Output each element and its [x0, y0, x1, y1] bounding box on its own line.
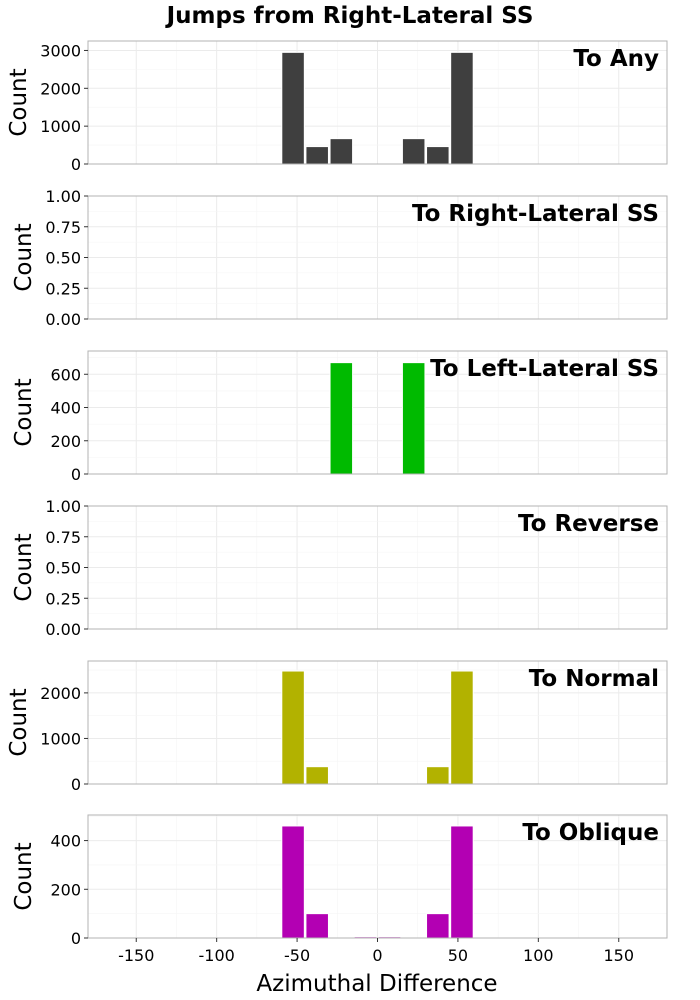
y-axis-label: Count — [11, 842, 37, 910]
panel-label: To Right-Lateral SS — [412, 201, 659, 227]
y-tick-label: 2000 — [40, 79, 81, 98]
panel-label: To Left-Lateral SS — [430, 356, 659, 382]
panel-border — [87, 350, 668, 475]
y-tick-label: 0.00 — [45, 620, 81, 639]
x-tick-label: -100 — [199, 946, 235, 965]
y-axis-label: Count — [6, 68, 32, 136]
panel-label: To Oblique — [522, 820, 659, 846]
bar — [281, 670, 305, 785]
y-tick-label: 1000 — [40, 729, 81, 748]
y-tick-label: 2000 — [40, 684, 81, 703]
x-tick-label: 0 — [372, 946, 382, 965]
bar — [426, 146, 450, 165]
y-tick-label: 1.00 — [45, 497, 81, 516]
x-tick-label: -50 — [284, 946, 310, 965]
panel-label: To Any — [573, 46, 659, 72]
bar — [305, 146, 329, 165]
bar — [450, 51, 474, 165]
y-tick-label: 0 — [71, 465, 81, 484]
bar — [281, 51, 305, 165]
bar — [281, 825, 305, 939]
y-tick-label: 0.75 — [45, 528, 81, 547]
y-tick-label: 0.00 — [45, 310, 81, 329]
panel-5: 0 200 400 Count To Oblique — [11, 814, 668, 948]
y-tick-label: 0.50 — [45, 559, 81, 578]
bar — [305, 913, 329, 939]
y-tick-label: 0 — [71, 775, 81, 794]
x-axis: -150 -100 -50 0 50 100 150 — [118, 938, 634, 965]
y-tick-label: 0.75 — [45, 218, 81, 237]
y-axis-label: Count — [11, 378, 37, 446]
panel-label: To Normal — [529, 666, 659, 692]
y-tick-label: 0.25 — [45, 589, 81, 608]
bar — [426, 766, 450, 785]
y-axis-label: Count — [11, 533, 37, 601]
panel-border — [87, 660, 668, 785]
y-tick-label: 1.00 — [45, 187, 81, 206]
chart-title: Jumps from Right-Lateral SS — [165, 3, 534, 29]
y-axis-label: Count — [6, 688, 32, 756]
panel-1: 0.00 0.25 0.50 0.75 1.00 Count To Right-Latera… — [11, 187, 668, 329]
y-axis-label: Count — [11, 223, 37, 291]
bar — [401, 362, 426, 475]
panel-0: 0 1000 2000 3000 Count To Any — [6, 40, 668, 174]
bar — [450, 825, 474, 939]
x-tick-label: 100 — [523, 946, 554, 965]
panel-3: 0.00 0.25 0.50 0.75 1.00 Count To Reverse — [11, 497, 668, 639]
y-tick-label: 200 — [50, 880, 81, 899]
panel-label: To Reverse — [518, 511, 659, 537]
bar — [329, 362, 354, 475]
y-tick-label: 400 — [50, 832, 81, 851]
bar — [426, 913, 450, 939]
panel-2: 0 200 400 600 Count To Left-Lateral SS — [11, 350, 668, 484]
y-tick-label: 0.25 — [45, 279, 81, 298]
bar — [450, 670, 474, 785]
panel-4: 0 1000 2000 Count To Normal — [6, 660, 668, 794]
x-tick-label: 150 — [603, 946, 634, 965]
bar — [401, 138, 426, 165]
y-tick-label: 3000 — [40, 41, 81, 60]
x-tick-label: -150 — [118, 946, 154, 965]
y-tick-label: 1000 — [40, 117, 81, 136]
y-tick-label: 0.50 — [45, 249, 81, 268]
y-tick-label: 400 — [50, 399, 81, 418]
y-tick-label: 200 — [50, 432, 81, 451]
x-axis-label: Azimuthal Difference — [256, 971, 497, 997]
x-tick-label: 50 — [448, 946, 468, 965]
y-tick-label: 0 — [71, 929, 81, 948]
y-tick-label: 0 — [71, 155, 81, 174]
panel-border — [87, 40, 668, 165]
bar — [305, 766, 329, 785]
y-tick-label: 600 — [50, 365, 81, 384]
bar — [329, 138, 354, 165]
